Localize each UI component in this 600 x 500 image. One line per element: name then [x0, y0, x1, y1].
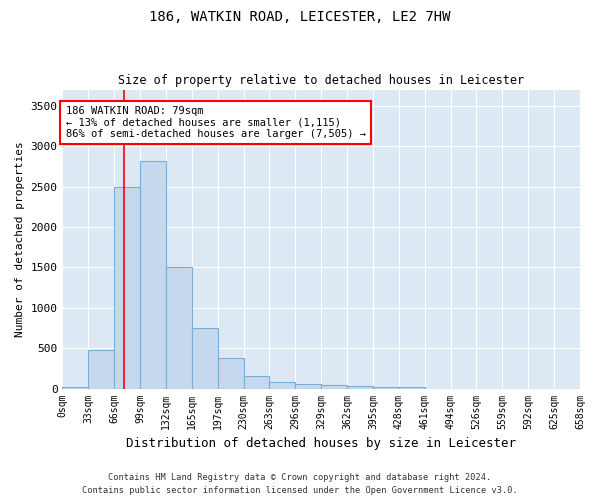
- Bar: [321, 386, 347, 388]
- Bar: [295, 384, 321, 388]
- Bar: [347, 386, 373, 388]
- Bar: [62, 387, 88, 388]
- Bar: [166, 268, 192, 388]
- Bar: [399, 387, 425, 388]
- Bar: [140, 160, 166, 388]
- Bar: [244, 376, 269, 388]
- Bar: [114, 186, 140, 388]
- Y-axis label: Number of detached properties: Number of detached properties: [15, 141, 25, 337]
- Title: Size of property relative to detached houses in Leicester: Size of property relative to detached ho…: [118, 74, 524, 87]
- Bar: [269, 382, 295, 388]
- Bar: [192, 328, 218, 388]
- Text: Contains HM Land Registry data © Crown copyright and database right 2024.
Contai: Contains HM Land Registry data © Crown c…: [82, 474, 518, 495]
- Text: 186 WATKIN ROAD: 79sqm
← 13% of detached houses are smaller (1,115)
86% of semi-: 186 WATKIN ROAD: 79sqm ← 13% of detached…: [65, 106, 365, 139]
- Text: 186, WATKIN ROAD, LEICESTER, LE2 7HW: 186, WATKIN ROAD, LEICESTER, LE2 7HW: [149, 10, 451, 24]
- Bar: [373, 386, 399, 388]
- X-axis label: Distribution of detached houses by size in Leicester: Distribution of detached houses by size …: [126, 437, 516, 450]
- Bar: [88, 350, 114, 389]
- Bar: [218, 358, 244, 388]
